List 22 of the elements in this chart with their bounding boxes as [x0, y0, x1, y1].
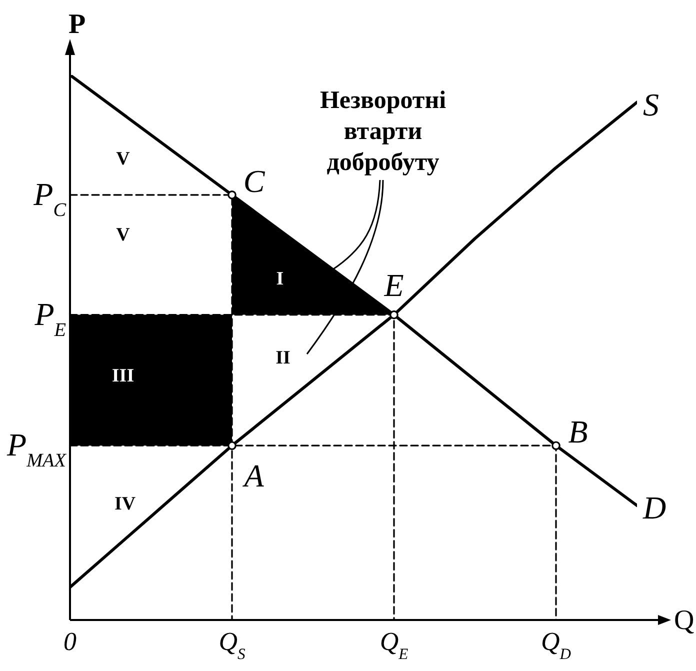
annotation: P$_{C}$ — [32, 176, 66, 220]
annotation: A — [242, 458, 264, 494]
annotation: E — [383, 266, 404, 303]
annotation: B — [568, 414, 588, 450]
x-tick-label: Q$_{E}$ — [380, 627, 409, 662]
x-tick-label: Q$_{D}$ — [540, 627, 572, 662]
annotation: P$_{MAX}$ — [6, 426, 68, 472]
y-axis-title: P — [68, 9, 86, 40]
series-label: D — [642, 490, 666, 526]
annotation: Незворотні втарти добробуту — [320, 87, 446, 176]
x-tick-label: Q$_{S}$ — [218, 627, 246, 662]
annotation: P$_{E}$ — [34, 296, 66, 340]
annotation: V — [116, 148, 130, 170]
annotation: IV — [114, 494, 136, 514]
x-tick-label: 0 — [64, 627, 76, 656]
series-label: S — [643, 86, 659, 122]
x-axis-title: Q — [674, 605, 694, 636]
annotation: V — [116, 224, 130, 246]
annotation: I — [276, 268, 284, 290]
annotation: II — [276, 348, 290, 368]
annotation: III — [112, 366, 134, 386]
annotation: C — [243, 162, 266, 199]
